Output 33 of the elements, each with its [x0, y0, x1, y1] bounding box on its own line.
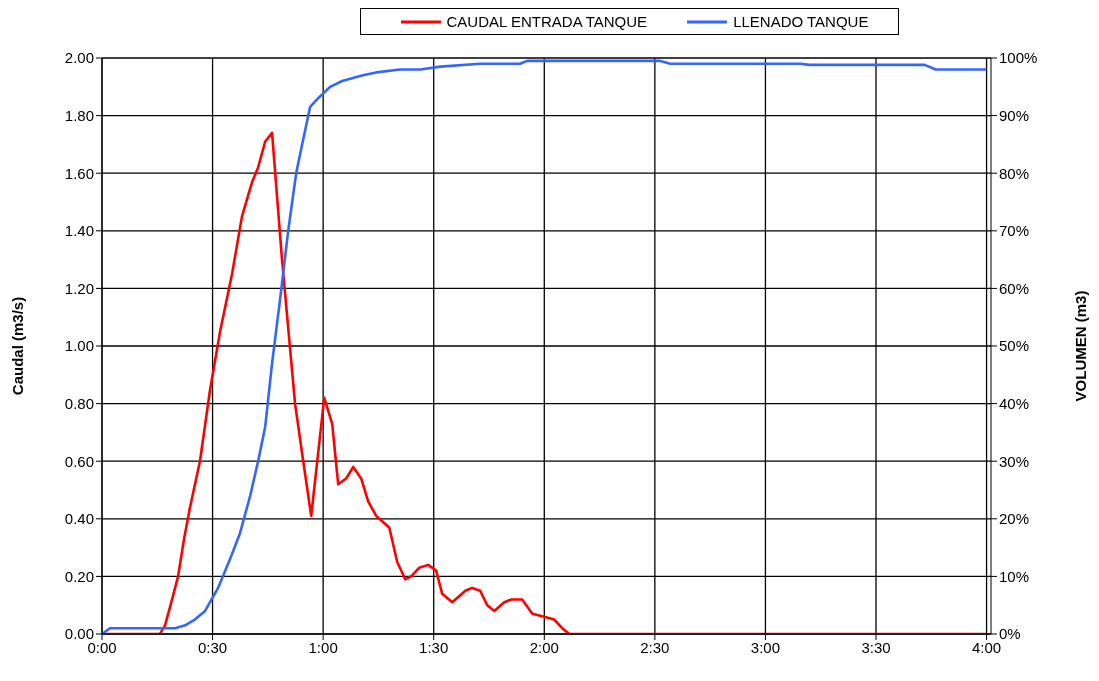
y2-tick-label: 50%: [999, 337, 1030, 355]
y-tick-label: 0.60: [64, 452, 94, 470]
x-tick-label: 3:30: [861, 638, 891, 656]
y2-tick-label: 90%: [999, 106, 1030, 124]
x-tick-label: 3:00: [750, 638, 781, 656]
y2-tick-label: 70%: [999, 222, 1030, 240]
y-tick-label: 1.20: [64, 279, 94, 297]
x-tick-label: 0:30: [197, 638, 228, 656]
y2-tick-label: 20%: [999, 510, 1030, 528]
y2-axis-title: VOLUMEN (m3): [1072, 290, 1090, 402]
y2-tick-label: 60%: [999, 279, 1030, 297]
y2-tick-label: 10%: [999, 567, 1030, 585]
y-tick-label: 1.40: [64, 222, 94, 240]
x-tick-label: 1:00: [308, 638, 338, 656]
y2-tick-label: 80%: [999, 164, 1030, 182]
y2-tick-label: 100%: [999, 49, 1038, 67]
y2-tick-label: 40%: [999, 394, 1030, 412]
x-tick-label: 1:30: [419, 638, 449, 656]
y-tick-label: 0.80: [64, 394, 94, 412]
x-tick-label: 4:00: [971, 638, 1002, 656]
legend-label: LLENADO TANQUE: [733, 13, 869, 30]
y-tick-label: 0.40: [64, 510, 94, 528]
y-axis-title: Caudal (m3/s): [9, 296, 27, 396]
y-tick-label: 0.20: [64, 567, 94, 585]
y2-tick-label: 0%: [999, 625, 1021, 643]
y-tick-label: 2.00: [64, 49, 94, 67]
y-tick-label: 1.00: [64, 337, 94, 355]
legend-label: CAUDAL ENTRADA TANQUE: [446, 13, 648, 30]
x-tick-label: 2:00: [529, 638, 559, 656]
y2-tick-label: 30%: [999, 452, 1030, 470]
y-tick-label: 1.80: [64, 106, 94, 124]
x-tick-label: 2:30: [640, 638, 670, 656]
y-tick-label: 1.60: [64, 164, 94, 182]
